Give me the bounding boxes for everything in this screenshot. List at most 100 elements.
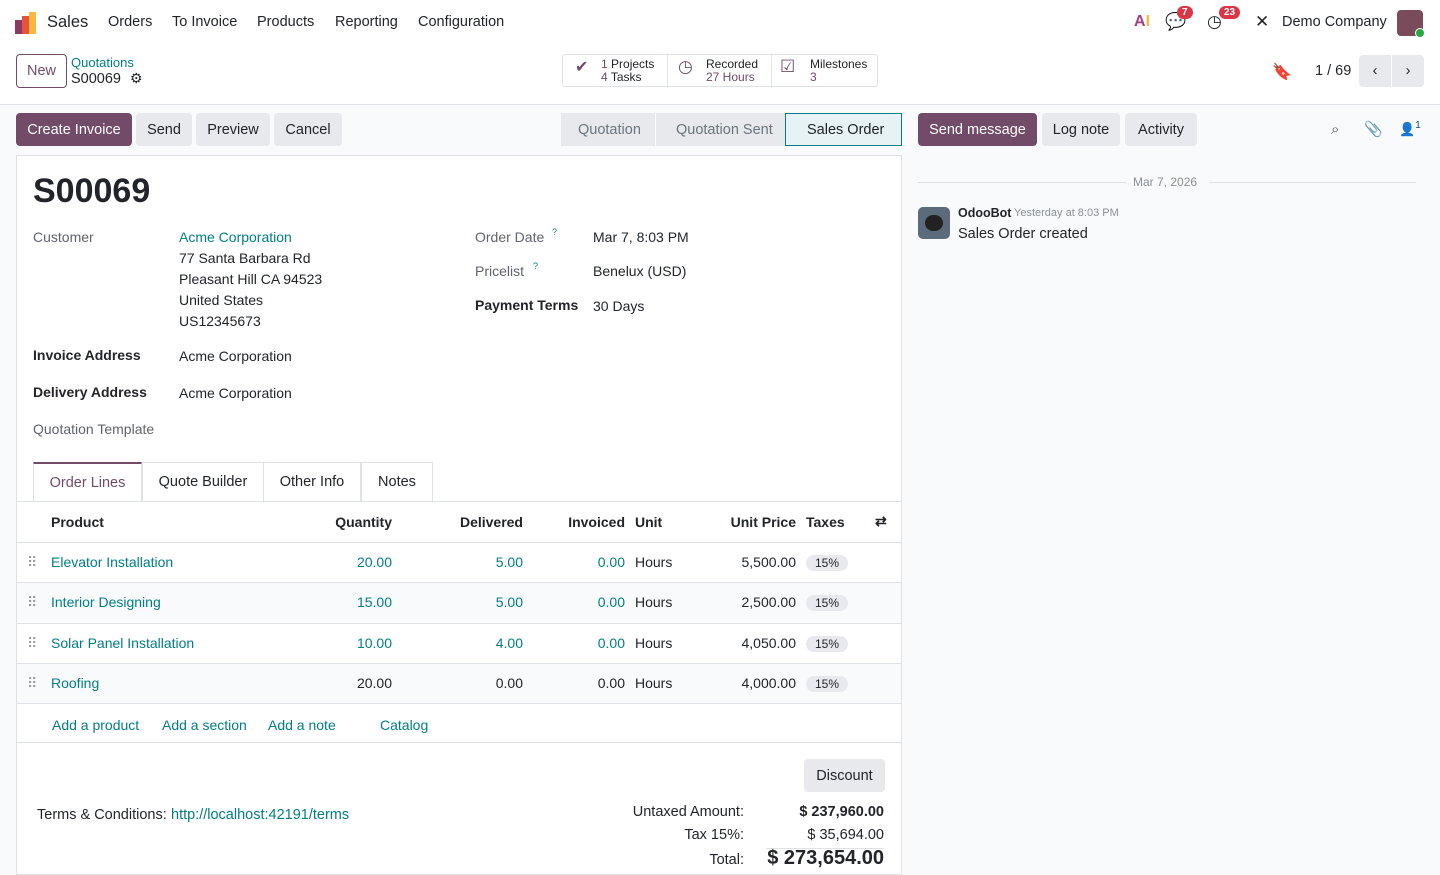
invoiced-cell[interactable]: 0.00 <box>597 594 625 611</box>
recorded-hours-smart-button[interactable]: ◷ Recorded 27 Hours <box>668 55 772 88</box>
product-cell[interactable]: Solar Panel Installation <box>51 634 195 651</box>
tax-badge[interactable]: 15% <box>806 635 849 652</box>
delivered-cell[interactable]: 5.00 <box>495 594 523 611</box>
add-note-link[interactable]: Add a note <box>268 717 336 733</box>
unit-cell[interactable]: Hours <box>635 554 673 570</box>
menu-to-invoice[interactable]: To Invoice <box>172 14 238 30</box>
debug-tools-icon[interactable]: ✕ <box>1255 12 1270 31</box>
product-cell[interactable]: Roofing <box>51 674 100 691</box>
add-section-link[interactable]: Add a section <box>162 717 247 733</box>
payment-terms-field[interactable]: 30 Days <box>593 298 645 314</box>
drag-handle-icon[interactable]: ⠿ <box>27 554 38 570</box>
optional-columns-icon[interactable]: ⇄ <box>875 513 887 529</box>
stage-quotation-sent[interactable]: Quotation Sent <box>655 113 785 146</box>
invoiced-cell[interactable]: 0.00 <box>597 634 625 651</box>
product-cell[interactable]: Interior Designing <box>51 594 161 611</box>
paperclip-icon[interactable]: 📎 <box>1364 121 1383 138</box>
tax-badge[interactable]: 15% <box>806 555 849 571</box>
send-button[interactable]: Send <box>136 113 192 146</box>
drag-handle-icon[interactable]: ⠿ <box>27 594 38 611</box>
activity-button[interactable]: Activity <box>1125 113 1197 146</box>
help-icon[interactable]: ? <box>552 227 558 237</box>
stage-sales-order[interactable]: Sales Order <box>785 113 902 146</box>
untaxed-label: Untaxed Amount: <box>632 804 744 820</box>
ai-icon[interactable]: AI <box>1134 13 1151 30</box>
column-unit-price[interactable]: Unit Price <box>730 514 796 530</box>
catalog-link[interactable]: Catalog <box>380 717 429 733</box>
discount-button[interactable]: Discount <box>804 759 885 792</box>
pager-value[interactable]: 1 / 69 <box>1315 63 1352 79</box>
help-icon[interactable]: ? <box>533 261 539 271</box>
messages-icon[interactable]: 💬 7 <box>1165 6 1193 32</box>
delivery-address-field[interactable]: Acme Corporation <box>179 385 292 401</box>
add-product-link[interactable]: Add a product <box>52 717 140 733</box>
message-author[interactable]: OdooBot <box>958 206 1012 220</box>
cancel-button[interactable]: Cancel <box>274 113 342 146</box>
column-taxes[interactable]: Taxes <box>806 514 845 530</box>
invoice-address-field[interactable]: Acme Corporation <box>179 348 292 364</box>
invoiced-cell[interactable]: 0.00 <box>597 674 625 691</box>
customer-field[interactable]: Acme Corporation <box>179 229 292 245</box>
pricelist-field[interactable]: Benelux (USD) <box>593 263 687 279</box>
breadcrumb-quotations[interactable]: Quotations <box>71 55 134 70</box>
send-message-button[interactable]: Send message <box>918 113 1037 146</box>
table-row[interactable]: ⠿ Elevator Installation 20.00 5.00 0.00 … <box>17 542 901 582</box>
unit-cell[interactable]: Hours <box>635 634 673 651</box>
terms-link[interactable]: http://localhost:42191/terms <box>171 807 350 823</box>
followers-button[interactable]: 👤1 <box>1399 120 1421 137</box>
preview-button[interactable]: Preview <box>196 113 270 146</box>
unit-price-cell[interactable]: 4,000.00 <box>741 674 797 691</box>
stage-quotation[interactable]: Quotation <box>561 113 655 146</box>
delivered-cell[interactable]: 4.00 <box>495 634 523 651</box>
menu-products[interactable]: Products <box>257 14 315 30</box>
new-button[interactable]: New <box>16 54 67 88</box>
unit-price-cell[interactable]: 5,500.00 <box>741 554 797 570</box>
column-delivered[interactable]: Delivered <box>459 514 523 530</box>
tab-notes[interactable]: Notes <box>361 462 433 501</box>
menu-configuration[interactable]: Configuration <box>418 14 505 30</box>
unit-price-cell[interactable]: 4,050.00 <box>741 634 797 651</box>
table-row[interactable]: ⠿ Roofing 20.00 0.00 0.00 Hours 4,000.00… <box>17 662 901 703</box>
drag-handle-icon[interactable]: ⠿ <box>27 634 38 651</box>
drag-handle-icon[interactable]: ⠿ <box>27 674 38 691</box>
quantity-cell[interactable]: 20.00 <box>356 554 392 570</box>
next-record-button[interactable]: › <box>1392 55 1424 87</box>
sales-app-icon[interactable] <box>15 12 37 34</box>
invoiced-cell[interactable]: 0.00 <box>597 554 625 570</box>
unit-cell[interactable]: Hours <box>635 594 673 611</box>
tab-other-info[interactable]: Other Info <box>263 462 361 501</box>
unit-price-cell[interactable]: 2,500.00 <box>741 594 797 611</box>
quantity-cell[interactable]: 15.00 <box>356 594 392 611</box>
menu-reporting[interactable]: Reporting <box>335 14 398 30</box>
milestones-smart-button[interactable]: ☑ Milestones 3 <box>780 57 868 84</box>
column-unit[interactable]: Unit <box>635 514 663 530</box>
search-icon[interactable]: ⌕ <box>1331 121 1340 138</box>
menu-orders[interactable]: Orders <box>108 14 153 30</box>
tab-quote-builder[interactable]: Quote Builder <box>142 462 264 501</box>
bookmark-icon[interactable]: 🔖 <box>1272 64 1292 81</box>
column-quantity[interactable]: Quantity <box>335 514 392 530</box>
projects-smart-button[interactable]: ✔ 1 Projects 4 Tasks <box>563 55 668 88</box>
column-invoiced[interactable]: Invoiced <box>568 514 625 530</box>
app-name[interactable]: Sales <box>47 13 89 31</box>
activities-icon[interactable]: ◷ 23 <box>1207 6 1241 32</box>
product-cell[interactable]: Elevator Installation <box>51 554 174 570</box>
delivered-cell[interactable]: 5.00 <box>495 554 523 570</box>
delivered-cell[interactable]: 0.00 <box>495 674 523 691</box>
table-row[interactable]: ⠿ Interior Designing 15.00 5.00 0.00 Hou… <box>17 582 901 623</box>
tab-order-lines[interactable]: Order Lines <box>33 462 142 501</box>
quantity-cell[interactable]: 20.00 <box>356 674 392 691</box>
create-invoice-button[interactable]: Create Invoice <box>16 113 132 146</box>
column-product[interactable]: Product <box>51 514 104 530</box>
unit-cell[interactable]: Hours <box>635 674 673 691</box>
gear-icon[interactable]: ⚙ <box>130 70 143 86</box>
company-switcher[interactable]: Demo Company <box>1282 14 1387 30</box>
log-note-button[interactable]: Log note <box>1042 113 1120 146</box>
table-row[interactable]: ⠿ Solar Panel Installation 10.00 4.00 0.… <box>17 622 901 663</box>
tax-badge[interactable]: 15% <box>806 595 849 612</box>
quantity-cell[interactable]: 10.00 <box>356 634 392 651</box>
order-date-field[interactable]: Mar 7, 8:03 PM <box>593 229 689 245</box>
tax-badge[interactable]: 15% <box>806 675 849 692</box>
previous-record-button[interactable]: ‹ <box>1359 55 1391 87</box>
user-avatar[interactable] <box>1397 10 1425 38</box>
